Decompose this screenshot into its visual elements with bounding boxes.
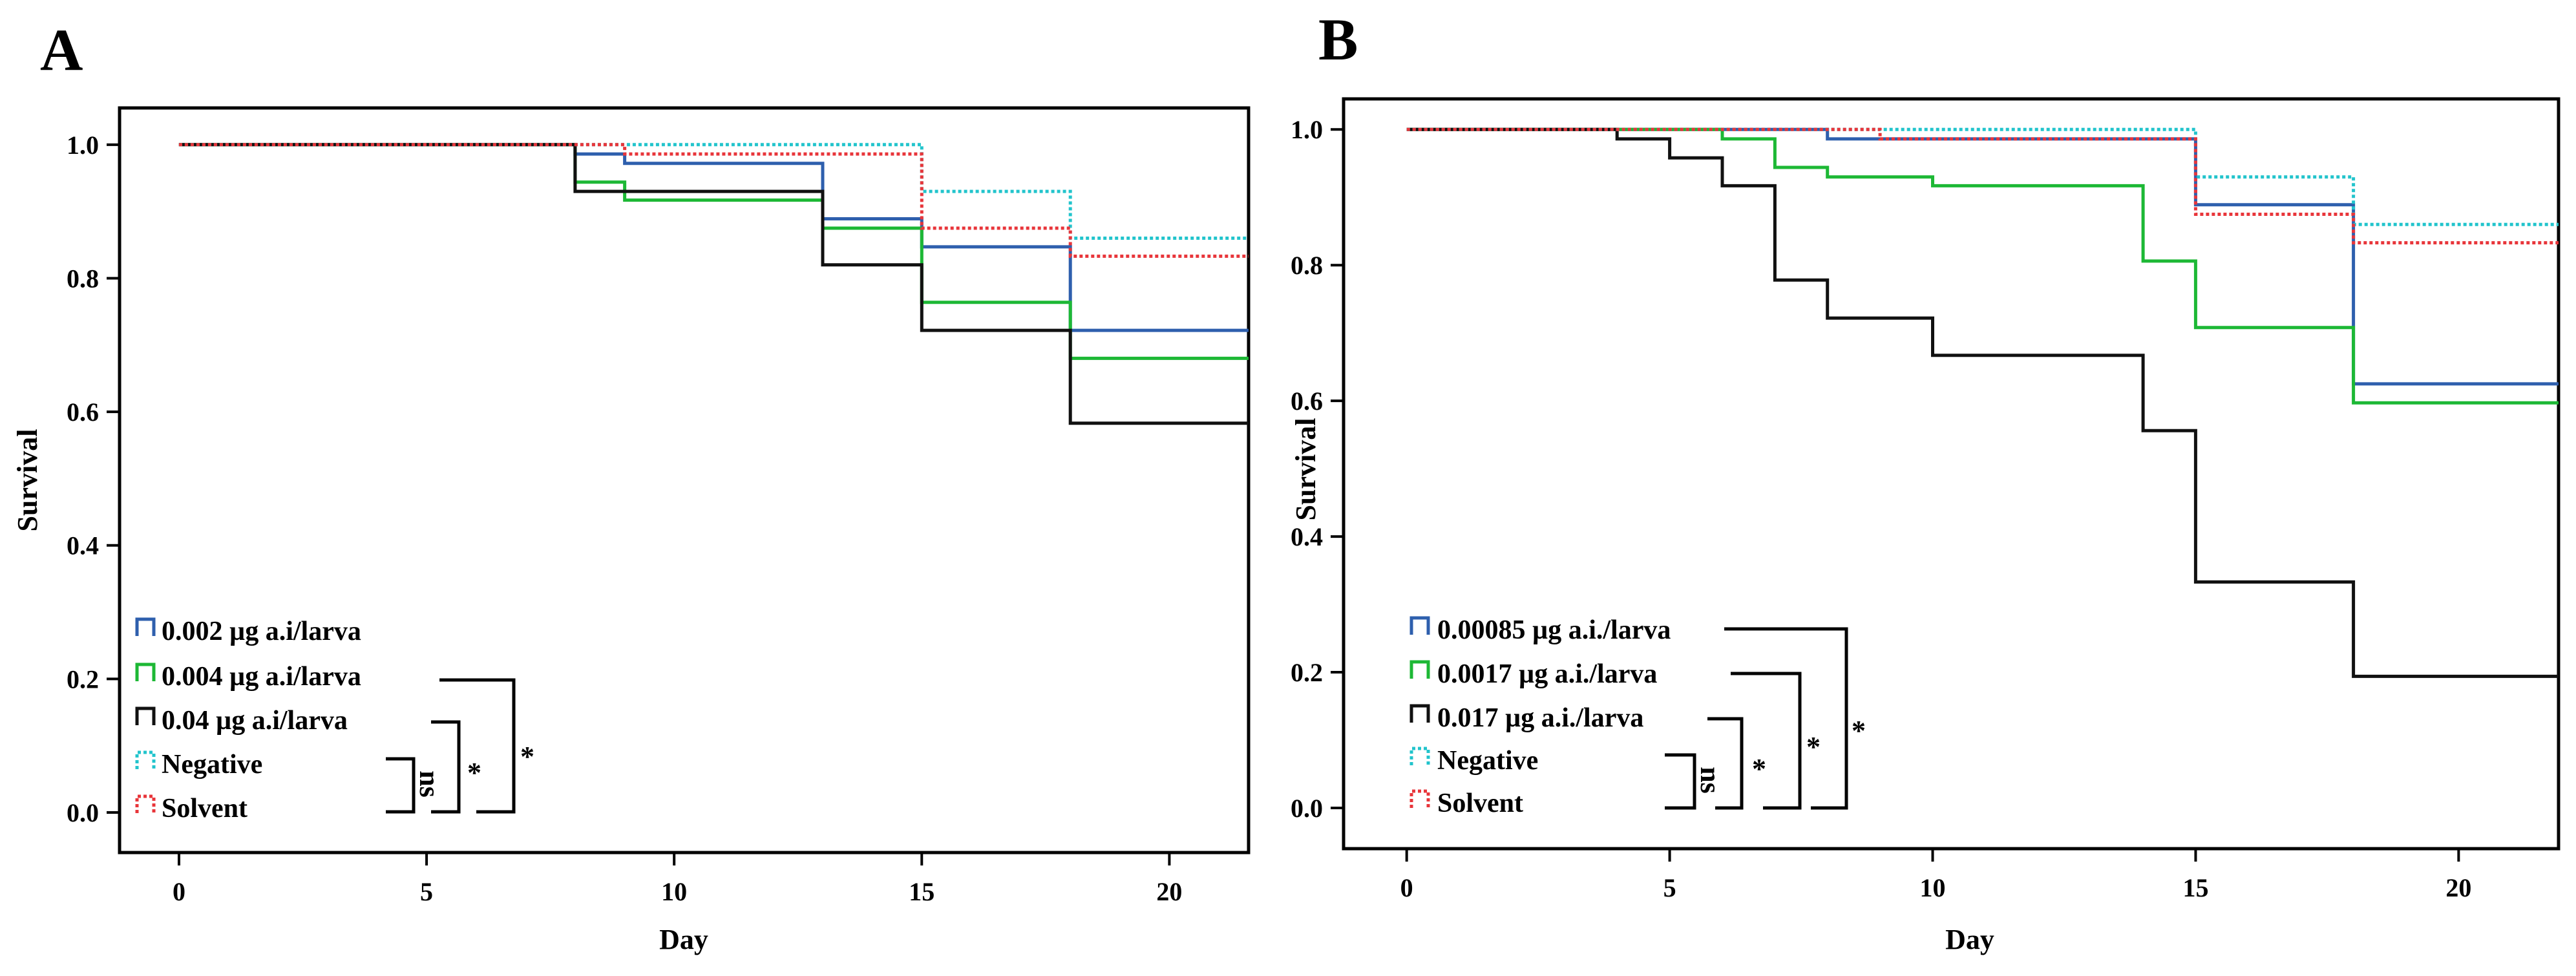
- panel-b-bracket-3: [1731, 672, 1802, 810]
- legend-step-icon: [1409, 616, 1430, 635]
- panel-b-curves: [1406, 127, 2559, 678]
- panel-b-legend: 0.00085 µg a.i./larva 0.0017 µg a.i./lar…: [1409, 615, 1671, 818]
- panel-a-y-tick-label: 0.0: [67, 798, 99, 827]
- panel-b-significance-brackets: ns * * *: [1665, 627, 1866, 810]
- panel-a-y-tick-label: 0.6: [67, 398, 99, 427]
- panel-a: A Day Survival 0 5 10 15 20 0.0 0.2 0.4 0.6 0.8 1.…: [12, 17, 1251, 955]
- panel-a-x-axis-label: Day: [659, 924, 708, 955]
- panel-a-legend-label-4: Negative: [162, 750, 262, 780]
- panel-b-sig-4: *: [1852, 715, 1866, 747]
- panel-a-legend-label-3: 0.04 µg a.i/larva: [162, 706, 348, 736]
- panel-b-series-5-curve: [1406, 127, 2559, 245]
- panel-b-legend-item-4: Negative: [1409, 746, 1538, 776]
- panel-a-legend-label-2: 0.004 µg a.i/larva: [162, 662, 361, 692]
- panel-a-bracket-3: [439, 678, 516, 814]
- panel-b-series-1-curve: [1406, 127, 2559, 386]
- panel-b-x-tick-label: 10: [1920, 873, 1946, 902]
- panel-a-x-tick-label: 5: [420, 877, 433, 906]
- panel-a-ticks: 0 5 10 15 20 0.0 0.2 0.4 0.6 0.8 1.0: [67, 131, 1182, 906]
- panel-a-y-tick-label: 0.4: [67, 531, 99, 560]
- panel-a-y-tick-label: 0.8: [67, 264, 99, 293]
- panel-a-series-4-curve: [178, 143, 1249, 240]
- panel-b-series-2-curve: [1406, 127, 2559, 405]
- panel-b-series-3-curve: [1406, 127, 2559, 678]
- panel-a-series-3-curve: [178, 143, 1249, 425]
- panel-b-sig-ns: ns: [1694, 767, 1726, 794]
- panel-a-series-2-curve: [178, 143, 1249, 360]
- legend-step-icon: [135, 706, 156, 725]
- legend-step-icon: [1409, 747, 1430, 765]
- panel-a-legend-item-5: Solvent: [135, 794, 248, 823]
- panel-b: B Day Survival 0 5 10 15 20 0.0 0.2 0.4 0.6 0.8 1.…: [1290, 6, 2560, 955]
- panel-b-y-tick-label: 0.6: [1291, 387, 1323, 416]
- panel-a-legend-item-4: Negative: [135, 750, 262, 780]
- panel-a-bracket-ns: [386, 757, 416, 814]
- panel-b-y-tick-label: 0.8: [1291, 251, 1323, 280]
- panel-a-legend-item-3: 0.04 µg a.i/larva: [135, 706, 348, 736]
- panel-a-letter: A: [40, 17, 83, 83]
- panel-b-y-axis-label: Survival: [1290, 418, 1322, 521]
- panel-a-legend-item-2: 0.004 µg a.i/larva: [135, 662, 361, 692]
- panel-b-bracket-2: [1707, 717, 1744, 810]
- legend-step-icon: [135, 750, 156, 769]
- panel-b-y-tick-label: 0.2: [1291, 658, 1323, 687]
- panel-b-sig-3: *: [1806, 731, 1821, 763]
- legend-step-icon: [1409, 704, 1430, 723]
- panel-b-x-tick-label: 5: [1663, 873, 1676, 902]
- panel-b-bracket-ns: [1665, 753, 1696, 810]
- panel-b-legend-label-5: Solvent: [1437, 789, 1523, 818]
- panel-b-letter: B: [1318, 6, 1358, 72]
- panel-a-legend: 0.002 µg a.i/larva 0.004 µg a.i/larva 0.…: [135, 617, 361, 823]
- panel-b-legend-label-2: 0.0017 µg a.i./larva: [1437, 659, 1657, 689]
- panel-b-legend-item-3: 0.017 µg a.i./larva: [1409, 703, 1643, 733]
- panel-a-x-tick-label: 10: [661, 877, 687, 906]
- panel-b-x-axis-label: Day: [1945, 924, 1994, 955]
- panel-b-plot-frame: [1342, 97, 2560, 851]
- panel-b-series-4-curve: [1406, 127, 2559, 226]
- panel-b-x-tick-label: 15: [2182, 873, 2208, 902]
- panel-a-legend-item-1: 0.002 µg a.i/larva: [135, 617, 361, 646]
- panel-b-legend-item-2: 0.0017 µg a.i./larva: [1409, 659, 1657, 689]
- panel-a-y-tick-label: 1.0: [67, 131, 99, 160]
- panel-b-x-tick-label: 20: [2445, 873, 2471, 902]
- legend-step-icon: [1409, 660, 1430, 679]
- panel-a-sig-2: *: [467, 757, 481, 789]
- panel-b-y-tick-label: 0.4: [1291, 522, 1323, 551]
- panel-a-sig-ns: ns: [414, 770, 445, 798]
- panel-b-legend-label-1: 0.00085 µg a.i./larva: [1437, 615, 1671, 645]
- panel-a-curves: [178, 143, 1249, 425]
- panel-b-sig-2: *: [1752, 753, 1766, 785]
- panel-b-y-tick-label: 0.0: [1291, 794, 1323, 823]
- legend-step-icon: [135, 617, 156, 636]
- panel-b-legend-item-1: 0.00085 µg a.i./larva: [1409, 615, 1671, 645]
- panel-a-y-tick-label: 0.2: [67, 664, 99, 694]
- panel-b-y-tick-label: 1.0: [1291, 115, 1323, 144]
- panel-b-legend-label-4: Negative: [1437, 746, 1538, 776]
- panel-b-legend-item-5: Solvent: [1409, 789, 1523, 818]
- panel-a-sig-3: *: [520, 741, 534, 772]
- panel-a-x-tick-label: 0: [173, 877, 185, 906]
- legend-step-icon: [1409, 789, 1430, 808]
- panel-a-legend-label-5: Solvent: [162, 794, 248, 823]
- panel-b-x-tick-label: 0: [1400, 873, 1413, 902]
- panel-a-significance-brackets: ns * *: [386, 678, 534, 814]
- panel-a-bracket-2: [431, 720, 461, 814]
- panel-b-ticks: 0 5 10 15 20 0.0 0.2 0.4 0.6 0.8 1.0: [1291, 115, 2471, 902]
- panel-a-y-axis-label: Survival: [12, 429, 43, 532]
- panel-a-x-tick-label: 15: [909, 877, 934, 906]
- panel-b-bracket-4: [1724, 627, 1848, 810]
- legend-step-icon: [135, 794, 156, 813]
- legend-step-icon: [135, 663, 156, 681]
- panel-b-legend-label-3: 0.017 µg a.i./larva: [1437, 703, 1643, 733]
- panel-a-plot-frame: [118, 106, 1251, 854]
- panel-a-legend-label-1: 0.002 µg a.i/larva: [162, 617, 361, 646]
- panel-a-x-tick-label: 20: [1156, 877, 1182, 906]
